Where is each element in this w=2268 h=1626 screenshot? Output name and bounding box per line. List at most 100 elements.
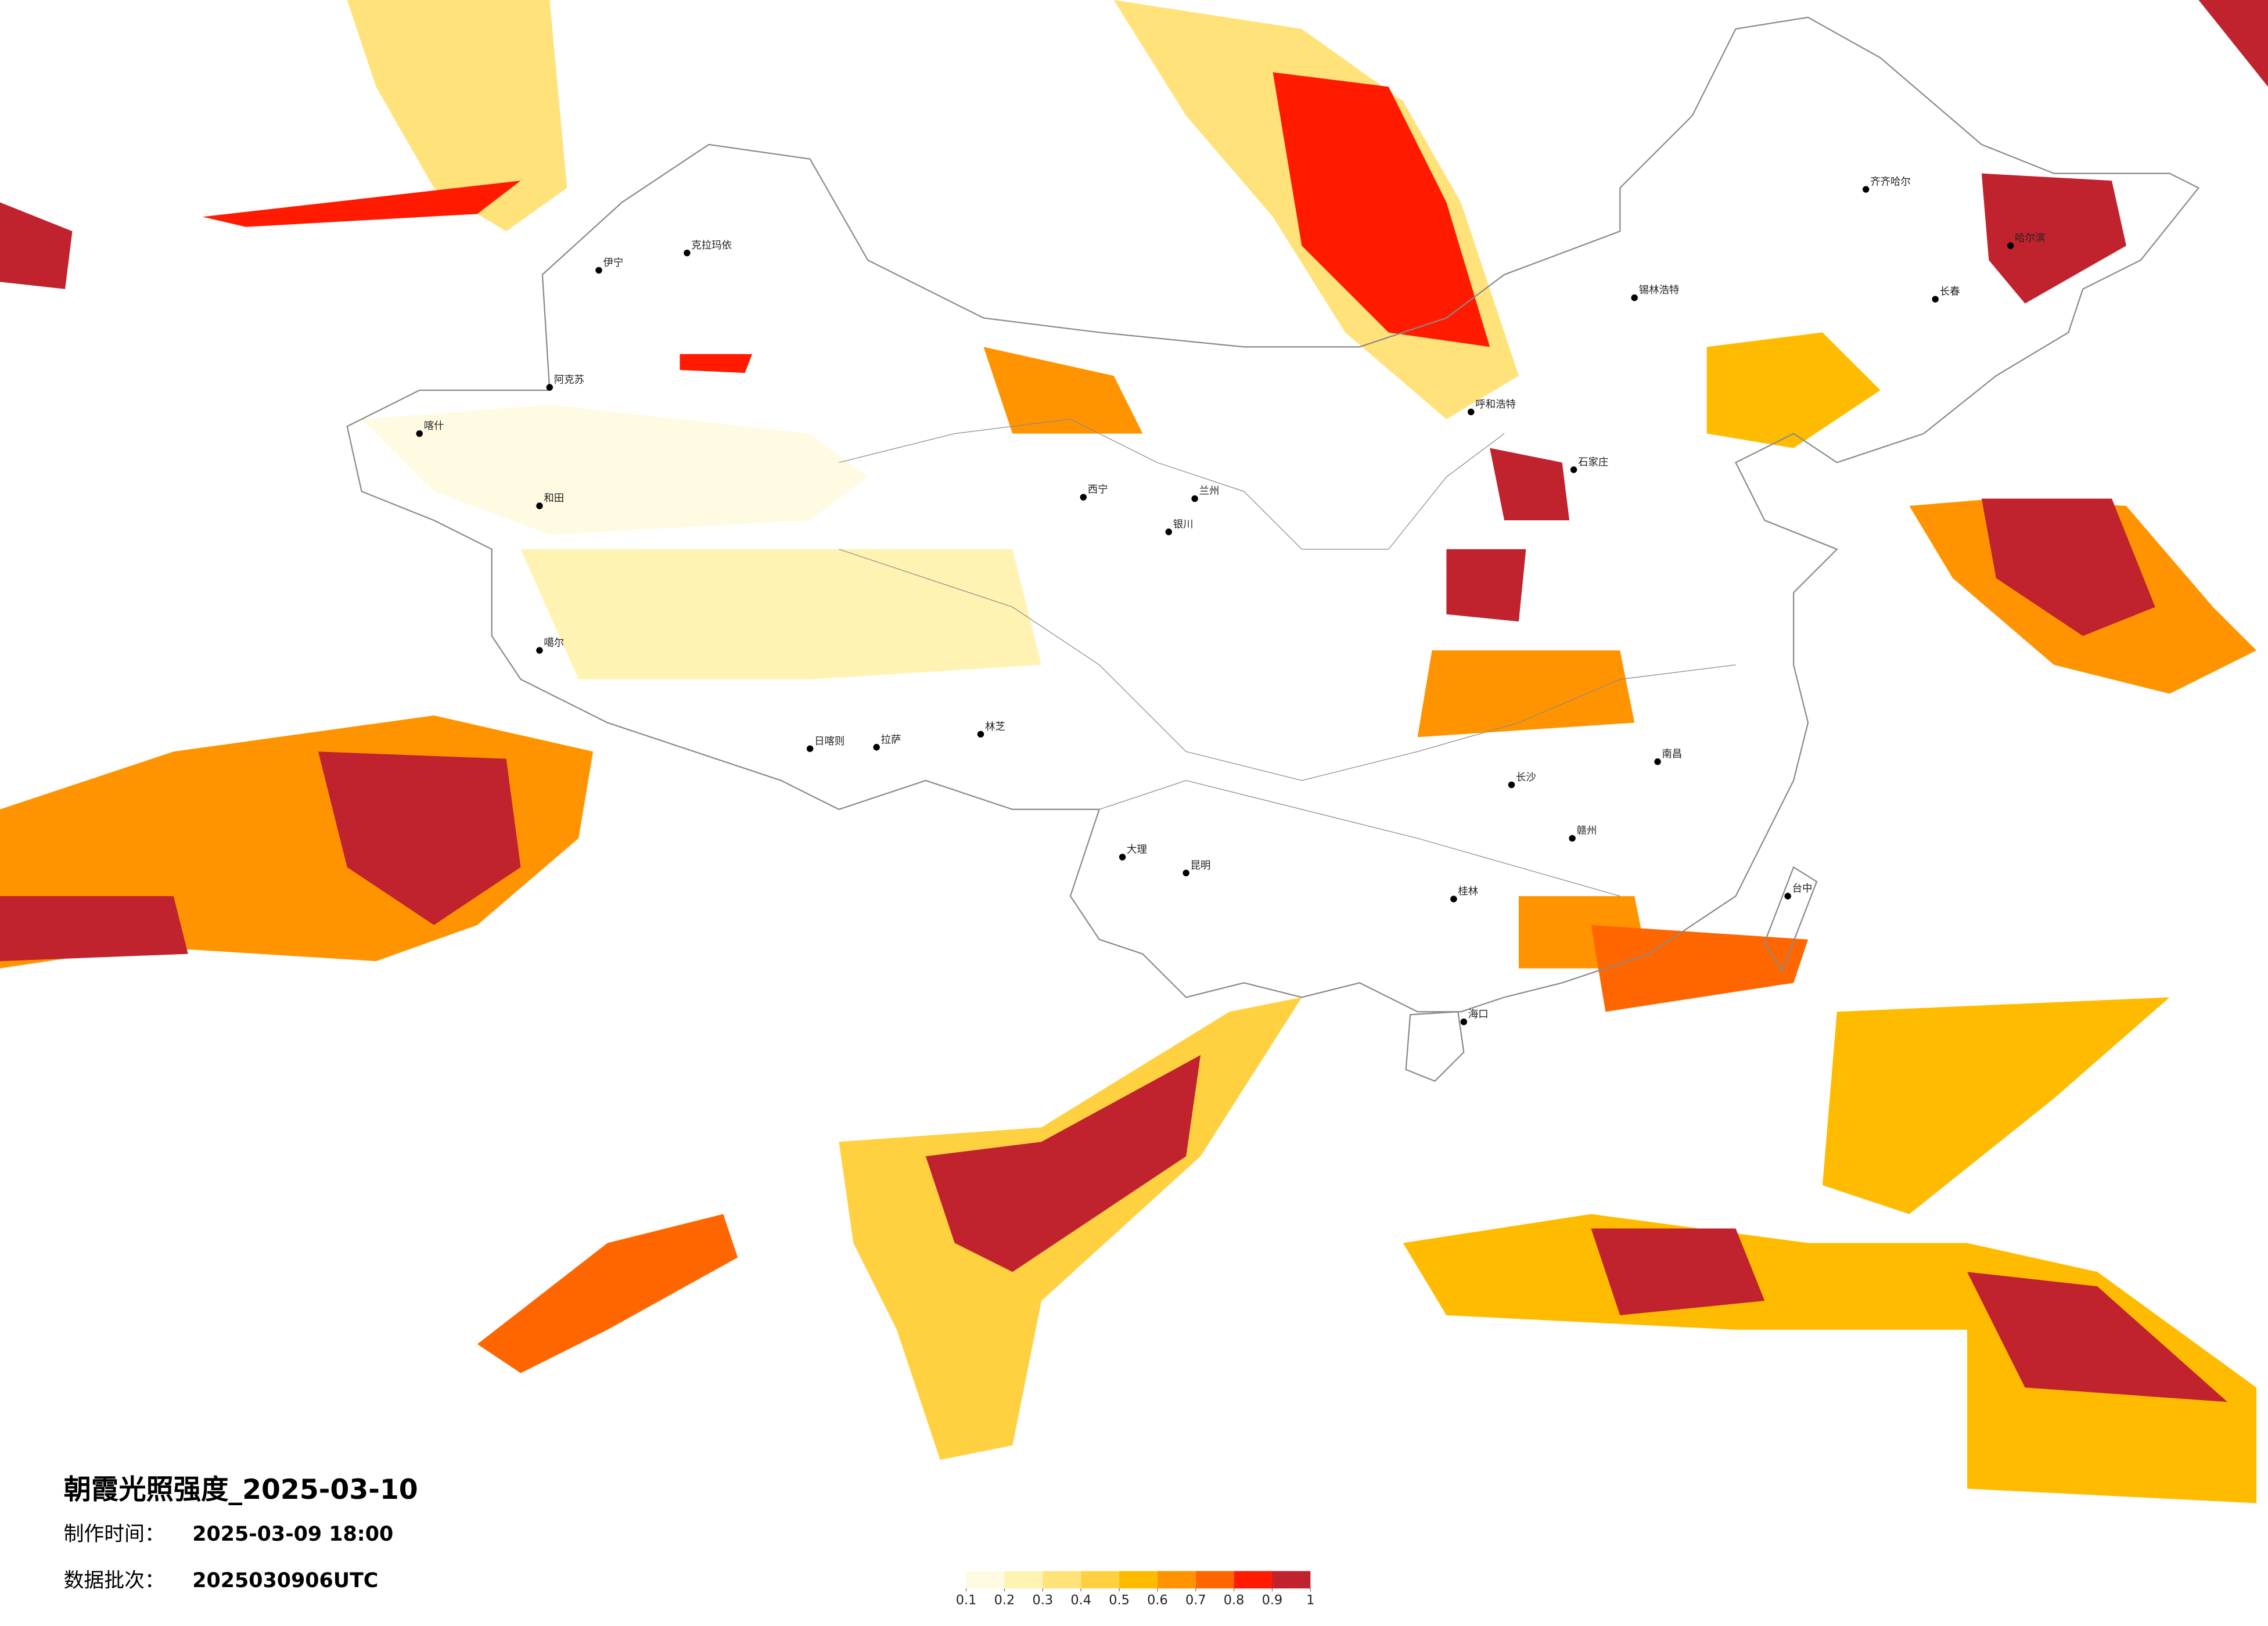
heat-region [1981,498,2155,636]
legend-tick-label: 0.8 [1224,1593,1245,1608]
province-border [839,419,1505,550]
city-label: 哈尔滨 [2015,233,2045,244]
city-label: 噶尔 [544,638,564,649]
heat-region [0,896,188,962]
city-label: 长沙 [1516,772,1536,783]
heat-region [202,181,521,227]
heat-region [1591,924,1809,1012]
legend-tick-label: 1 [1306,1593,1314,1608]
city-dot [2007,242,2014,249]
mainland-border [346,16,2200,1013]
batch: 2025030906UTC [192,1569,378,1592]
heat-region [2198,0,2268,87]
legend-swatch [1157,1571,1196,1589]
city-dot [1654,758,1661,765]
heat-region [1446,549,1526,622]
city-dot [1468,408,1475,416]
heat-region [1822,997,2170,1214]
taiwan-border [1764,866,1818,973]
city-dot [1631,294,1638,301]
city-label: 赣州 [1577,825,1597,837]
city-label: 阿克苏 [554,375,584,386]
city-dot [546,384,553,391]
heat-region [1967,1272,2228,1402]
heat-region [1591,1228,1765,1315]
city-dot [1460,1018,1468,1026]
city-label: 伊宁 [603,257,624,269]
heat-region [925,1055,1201,1272]
city-dot [595,267,602,274]
city-dot [536,502,543,509]
city-label: 日喀则 [814,736,844,747]
city-dot [806,745,814,752]
issue-time: 2025-03-09 18:00 [192,1523,393,1546]
legend-swatch [1081,1571,1120,1589]
legend-swatch [1272,1571,1311,1589]
city-dot [1080,494,1087,501]
issue-label: 制作时间： [64,1523,165,1546]
hainan-border [1405,1011,1465,1082]
title: 朝霞光照强度_2025-03-10 [64,1474,418,1506]
heat-region [1490,448,1570,520]
heat-region [1981,173,2126,304]
heat-layer [0,0,2268,1503]
heat-region [477,1214,738,1373]
city-dot [1182,869,1189,877]
legend-swatch [1119,1571,1158,1589]
heat-region [983,347,1143,434]
city-label: 拉萨 [881,734,901,746]
city-label: 桂林 [1458,886,1478,898]
city-label: 石家庄 [1578,456,1608,468]
legend-tick-label: 0.1 [956,1593,977,1608]
heat-region [0,202,73,289]
china-outline [346,16,2200,1082]
heat-region [1273,72,1490,347]
legend-swatch [1195,1571,1234,1589]
legend-tick-label: 0.6 [1147,1593,1168,1608]
heat-region [1706,332,1881,448]
city-label: 喀什 [424,420,444,432]
legend-swatch [1043,1571,1081,1589]
city-label: 南昌 [1662,749,1683,760]
city-label: 海口 [1468,1009,1489,1020]
city-label: 银川 [1173,519,1194,530]
city-dot [873,744,880,751]
city-label: 长春 [1940,286,1960,298]
city-dot [977,731,984,738]
city-dot [1450,895,1457,902]
heat-region [680,354,753,373]
city-dot [416,430,423,437]
city-label: 兰州 [1199,485,1220,497]
legend-tick-label: 0.7 [1185,1593,1206,1608]
city-dot [1508,781,1515,789]
heat-region [347,0,567,232]
city-label: 锡林浩特 [1639,285,1680,296]
city-label: 齐齐哈尔 [1870,177,1911,188]
batch-label: 数据批次： [64,1569,165,1592]
city-label: 克拉玛依 [691,240,732,251]
city-dot [684,249,691,257]
city-label: 大理 [1127,844,1147,855]
city-label: 台中 [1792,883,1813,895]
province-border [1099,780,1620,897]
legend-swatch [966,1571,1005,1589]
legend-tick-label: 0.3 [1033,1593,1054,1608]
heat-region [1417,650,1635,738]
city-dot [1569,834,1576,842]
legend-tick-label: 0.5 [1109,1593,1130,1608]
city-dot [1784,893,1791,900]
city-dot [1862,186,1870,193]
city-dot [1932,296,1939,303]
province-border [839,549,1736,781]
city-dot [536,647,543,654]
city-label: 西宁 [1088,484,1108,496]
city-label: 呼和浩特 [1475,399,1516,411]
legend-swatch [1004,1571,1043,1589]
city-dot [1570,466,1577,473]
legend: 0.1 0.2 0.3 0.4 0.5 0.6 0.7 0.8 0.9 1 [956,1571,1314,1608]
legend-swatch [1234,1571,1273,1589]
city-dot [1191,495,1198,502]
